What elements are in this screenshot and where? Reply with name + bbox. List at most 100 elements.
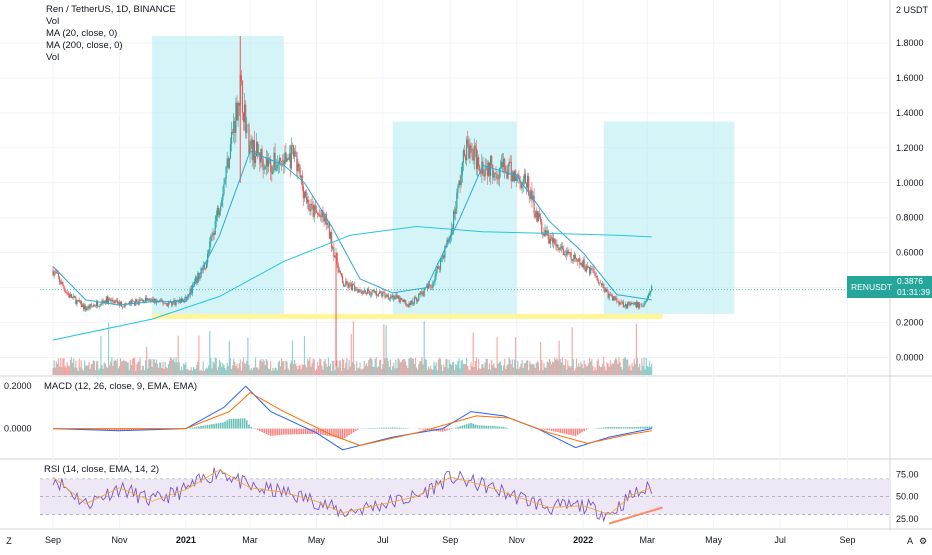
volume-bar	[326, 364, 327, 375]
candle-body	[430, 285, 431, 286]
candle-body	[648, 295, 649, 298]
legend-symbol[interactable]: Ren / TetherUS, 1D, BINANCE	[46, 4, 176, 16]
gear-icon[interactable]: ⚙	[916, 534, 930, 548]
volume-bar	[149, 359, 150, 375]
macd-hist-bar	[559, 429, 561, 433]
candle-body	[625, 304, 626, 306]
candle-body	[211, 236, 212, 237]
candle-body	[564, 255, 565, 256]
volume-bar	[477, 370, 478, 375]
macd-hist-bar	[200, 426, 202, 429]
bar-countdown: 01:31:39	[897, 287, 932, 298]
volume-bar	[432, 370, 433, 375]
candle-body	[613, 296, 614, 300]
macd-hist-bar	[494, 426, 496, 428]
macd-hist-bar	[420, 429, 422, 430]
candle-body	[555, 244, 556, 246]
candle-body	[318, 214, 319, 215]
volume-bar	[120, 358, 121, 375]
macd-hist-bar	[488, 426, 490, 429]
volume-bar	[118, 368, 119, 375]
candle-body	[572, 259, 573, 261]
candle-body	[551, 238, 552, 239]
candle-body	[55, 272, 56, 273]
candle-body	[72, 297, 73, 298]
macd-hist-bar	[483, 426, 485, 429]
volume-bar	[62, 358, 63, 375]
candle-body	[539, 213, 540, 217]
volume-bar	[625, 357, 626, 375]
rsi-legend[interactable]: RSI (14, close, EMA, 14, 2)	[44, 464, 159, 475]
volume-bar	[412, 359, 413, 375]
candle-body	[258, 152, 259, 153]
volume-bar	[416, 368, 417, 375]
volume-bar	[266, 359, 267, 375]
legend-vol-2[interactable]: Vol	[46, 52, 176, 64]
volume-bar	[76, 368, 77, 375]
volume-bar	[100, 336, 101, 375]
volume-bar	[440, 359, 441, 375]
timezone-button[interactable]: Z	[2, 534, 16, 548]
candle-body	[497, 174, 498, 178]
candle-body	[315, 205, 316, 209]
volume-bar	[281, 358, 282, 375]
volume-bar	[465, 364, 466, 375]
candle-body	[594, 273, 595, 276]
candle-body	[296, 152, 297, 171]
candle-body	[504, 159, 505, 171]
candle-body	[488, 163, 489, 176]
volume-bar	[186, 369, 187, 375]
volume-bar	[538, 362, 539, 375]
volume-bar	[346, 358, 347, 375]
volume-bar	[601, 367, 602, 375]
candle-body	[556, 245, 557, 247]
candle-body	[148, 299, 149, 300]
volume-bar	[54, 360, 55, 375]
candle-body	[457, 186, 458, 192]
candle-body	[280, 158, 281, 161]
volume-bar	[638, 367, 639, 375]
candle-body	[455, 209, 456, 214]
volume-bar	[514, 360, 515, 375]
volume-bar	[650, 367, 651, 375]
volume-bar	[147, 369, 148, 375]
volume-bar	[285, 361, 286, 375]
auto-scale-button[interactable]: A	[903, 534, 917, 548]
volume-bar	[418, 364, 419, 375]
volume-bar	[500, 361, 501, 375]
macd-hist-bar	[644, 427, 646, 429]
volume-bar	[105, 363, 106, 375]
legend-vol[interactable]: Vol	[46, 16, 176, 28]
candle-body	[332, 247, 333, 248]
candle-body	[471, 148, 472, 157]
candle-body	[93, 305, 94, 306]
volume-bar	[137, 362, 138, 375]
candle-body	[542, 234, 543, 235]
macd-hist-bar	[248, 425, 250, 429]
candle-body	[502, 162, 503, 167]
candle-body	[52, 270, 53, 275]
volume-bar	[596, 370, 597, 375]
x-tick-label: 2021	[176, 535, 196, 545]
candle-body	[356, 289, 357, 290]
macd-legend[interactable]: MACD (12, 26, close, 9, EMA, EMA)	[44, 381, 197, 392]
volume-bar	[540, 342, 541, 375]
volume-bar	[542, 370, 543, 375]
macd-hist-bar	[202, 426, 204, 429]
candle-body	[276, 168, 277, 170]
macd-hist-bar	[383, 428, 385, 429]
macd-hist-bar	[562, 429, 564, 434]
candle-body	[339, 271, 340, 273]
volume-bar	[52, 368, 53, 375]
rsi-tick-label: 50.00	[896, 492, 919, 502]
candle-body	[295, 151, 296, 152]
volume-bar	[503, 365, 504, 375]
volume-bar	[269, 369, 270, 375]
candle-body	[622, 302, 623, 303]
volume-bar	[639, 364, 640, 375]
candle-body	[132, 301, 133, 302]
symbol-price-tag: RENUSDT	[847, 276, 896, 298]
candle-body	[171, 302, 172, 305]
legend-ma200[interactable]: MA (200, close, 0)	[46, 40, 176, 52]
legend-ma20[interactable]: MA (20, close, 0)	[46, 28, 176, 40]
